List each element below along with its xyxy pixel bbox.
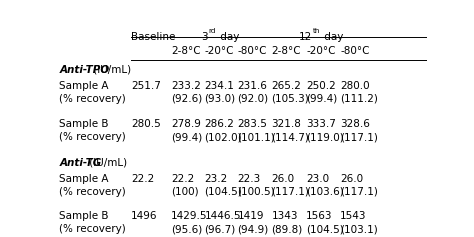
Text: 22.2: 22.2	[171, 174, 194, 184]
Text: Sample A: Sample A	[59, 174, 109, 184]
Text: (104.5): (104.5)	[306, 224, 344, 234]
Text: (99.4): (99.4)	[171, 132, 202, 142]
Text: 321.8: 321.8	[272, 119, 301, 129]
Text: (89.8): (89.8)	[272, 224, 303, 234]
Text: (100): (100)	[171, 187, 199, 197]
Text: 280.0: 280.0	[340, 81, 370, 91]
Text: (96.7): (96.7)	[204, 224, 236, 234]
Text: (102.0): (102.0)	[204, 132, 242, 142]
Text: (119.0): (119.0)	[306, 132, 344, 142]
Text: Anti-TPO: Anti-TPO	[59, 64, 109, 74]
Text: (105.3): (105.3)	[272, 94, 310, 104]
Text: 12: 12	[299, 32, 312, 42]
Text: 1419: 1419	[237, 211, 264, 221]
Text: 328.6: 328.6	[340, 119, 370, 129]
Text: (103.1): (103.1)	[340, 224, 378, 234]
Text: 250.2: 250.2	[306, 81, 336, 91]
Text: 1429.5: 1429.5	[171, 211, 208, 221]
Text: (101.1): (101.1)	[237, 132, 275, 142]
Text: day: day	[320, 32, 343, 42]
Text: -80°C: -80°C	[237, 46, 267, 56]
Text: 251.7: 251.7	[131, 81, 161, 91]
Text: (% recovery): (% recovery)	[59, 132, 126, 142]
Text: (114.7): (114.7)	[272, 132, 310, 142]
Text: (117.1): (117.1)	[272, 187, 310, 197]
Text: Sample B: Sample B	[59, 211, 109, 221]
Text: -20°C: -20°C	[204, 46, 234, 56]
Text: 2-8°C: 2-8°C	[171, 46, 201, 56]
Text: 26.0: 26.0	[340, 174, 364, 184]
Text: 1343: 1343	[272, 211, 298, 221]
Text: (92.6): (92.6)	[171, 94, 202, 104]
Text: 23.2: 23.2	[204, 174, 228, 184]
Text: 231.6: 231.6	[237, 81, 267, 91]
Text: th: th	[312, 28, 320, 34]
Text: (95.6): (95.6)	[171, 224, 202, 234]
Text: -20°C: -20°C	[306, 46, 336, 56]
Text: 2-8°C: 2-8°C	[272, 46, 301, 56]
Text: 1543: 1543	[340, 211, 367, 221]
Text: (% recovery): (% recovery)	[59, 187, 126, 197]
Text: rd: rd	[209, 28, 216, 34]
Text: day: day	[217, 32, 239, 42]
Text: 1496: 1496	[131, 211, 157, 221]
Text: (117.1): (117.1)	[340, 132, 378, 142]
Text: (99.4): (99.4)	[306, 94, 337, 104]
Text: (IU/mL): (IU/mL)	[86, 158, 128, 168]
Text: Baseline: Baseline	[131, 32, 175, 42]
Text: (IU/mL): (IU/mL)	[90, 64, 131, 74]
Text: (93.0): (93.0)	[204, 94, 236, 104]
Text: (% recovery): (% recovery)	[59, 224, 126, 234]
Text: 283.5: 283.5	[237, 119, 267, 129]
Text: (104.5): (104.5)	[204, 187, 242, 197]
Text: 234.1: 234.1	[204, 81, 234, 91]
Text: Sample B: Sample B	[59, 119, 109, 129]
Text: 23.0: 23.0	[306, 174, 329, 184]
Text: 333.7: 333.7	[306, 119, 336, 129]
Text: (100.5): (100.5)	[237, 187, 275, 197]
Text: 280.5: 280.5	[131, 119, 161, 129]
Text: 3: 3	[201, 32, 207, 42]
Text: 265.2: 265.2	[272, 81, 301, 91]
Text: (111.2): (111.2)	[340, 94, 378, 104]
Text: 1563: 1563	[306, 211, 333, 221]
Text: 22.2: 22.2	[131, 174, 154, 184]
Text: 278.9: 278.9	[171, 119, 201, 129]
Text: Anti-TG: Anti-TG	[59, 158, 101, 168]
Text: 286.2: 286.2	[204, 119, 234, 129]
Text: (94.9): (94.9)	[237, 224, 269, 234]
Text: Sample A: Sample A	[59, 81, 109, 91]
Text: (103.6): (103.6)	[306, 187, 344, 197]
Text: 26.0: 26.0	[272, 174, 295, 184]
Text: -80°C: -80°C	[340, 46, 370, 56]
Text: 1446.5: 1446.5	[204, 211, 241, 221]
Text: (117.1): (117.1)	[340, 187, 378, 197]
Text: (% recovery): (% recovery)	[59, 94, 126, 104]
Text: 233.2: 233.2	[171, 81, 201, 91]
Text: 22.3: 22.3	[237, 174, 261, 184]
Text: (92.0): (92.0)	[237, 94, 269, 104]
